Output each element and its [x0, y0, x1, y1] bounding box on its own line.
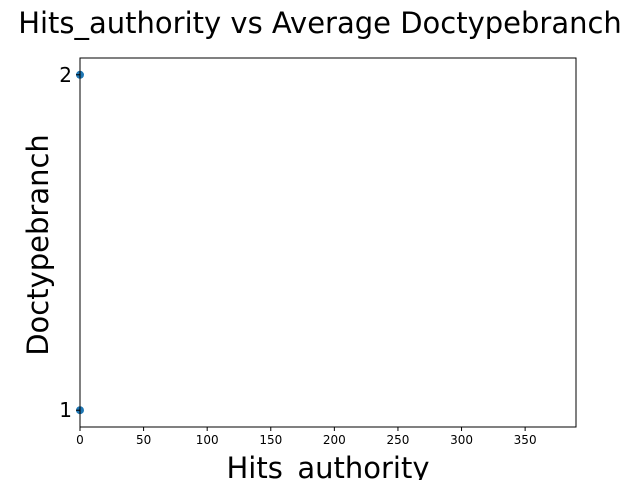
y-axis-ticks: 12 [59, 63, 80, 422]
x-tick-label: 350 [514, 433, 537, 447]
x-tick-label: 0 [76, 433, 84, 447]
x-tick-label: 250 [386, 433, 409, 447]
chart-title: Hits_authority vs Average Doctypebranch [18, 6, 622, 40]
x-axis-label: Hits_authority [227, 451, 430, 480]
y-tick-label: 1 [59, 398, 72, 422]
plot-frame [79, 57, 577, 428]
x-tick-label: 300 [450, 433, 473, 447]
x-tick-label: 200 [323, 433, 346, 447]
x-tick-label: 150 [259, 433, 282, 447]
x-axis-ticks: 0 50 100 150 200 250 300 350 [76, 427, 537, 447]
x-tick-label: 50 [136, 433, 151, 447]
x-tick-label: 100 [196, 433, 219, 447]
y-axis-label: Doctypebranch [21, 134, 55, 356]
y-tick-label: 2 [59, 63, 72, 87]
